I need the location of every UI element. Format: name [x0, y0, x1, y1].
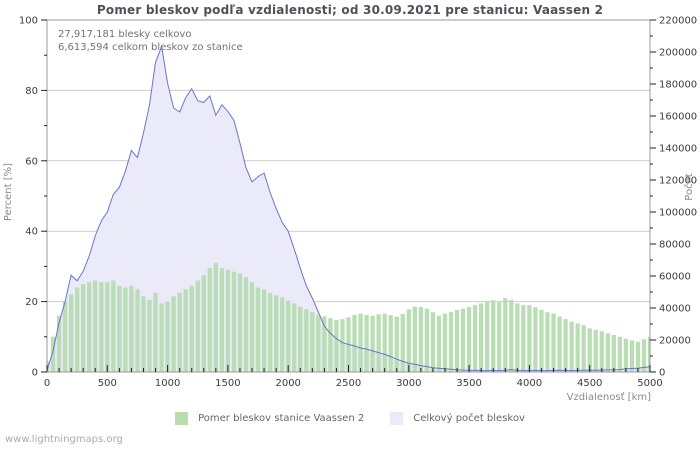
- legend-item-total: Celkový počet bleskov: [390, 411, 525, 425]
- svg-text:0: 0: [659, 368, 665, 379]
- svg-text:2000: 2000: [275, 378, 300, 389]
- svg-text:0: 0: [44, 378, 50, 389]
- legend: Pomer bleskov stanice Vaassen 2 Celkový …: [0, 409, 700, 427]
- annotation-total-strikes: 27,917,181 blesky celkovo: [58, 29, 191, 40]
- y2-axis-title: Počet: [683, 173, 695, 200]
- svg-text:220000: 220000: [659, 16, 697, 27]
- svg-text:160000: 160000: [659, 112, 697, 123]
- legend-swatch-green: [175, 411, 189, 425]
- svg-text:0: 0: [32, 368, 38, 379]
- axis-ticks: [41, 19, 656, 373]
- legend-label-station: Pomer bleskov stanice Vaassen 2: [198, 412, 365, 424]
- svg-text:2500: 2500: [336, 378, 361, 389]
- legend-item-station: Pomer bleskov stanice Vaassen 2: [175, 411, 365, 425]
- svg-text:80: 80: [25, 86, 38, 97]
- axis-tick-labels: 0 500 1000 1500 2000 2500 3000 3500 4000 4500 5000…: [19, 16, 697, 390]
- svg-text:60: 60: [25, 156, 38, 167]
- svg-text:1500: 1500: [215, 378, 240, 389]
- svg-text:3500: 3500: [456, 378, 481, 389]
- y-axis-title: Percent [%]: [3, 163, 14, 221]
- svg-text:200000: 200000: [659, 48, 697, 59]
- station-percent-bars: [47, 262, 650, 372]
- svg-text:140000: 140000: [659, 144, 697, 155]
- svg-text:1000: 1000: [155, 378, 180, 389]
- svg-text:120000: 120000: [659, 176, 697, 187]
- chart-title: Pomer bleskov podľa vzdialenosti; od 30.…: [96, 3, 604, 17]
- x-axis-title: Vzdialenosť [km]: [567, 391, 651, 403]
- svg-text:4000: 4000: [517, 378, 542, 389]
- svg-text:180000: 180000: [659, 80, 697, 91]
- legend-label-total: Celkový počet bleskov: [413, 412, 525, 424]
- svg-text:4500: 4500: [577, 378, 602, 389]
- svg-text:20000: 20000: [659, 336, 691, 347]
- svg-text:100: 100: [19, 16, 38, 27]
- svg-text:40: 40: [25, 227, 38, 238]
- svg-text:5000: 5000: [637, 378, 662, 389]
- svg-text:20: 20: [25, 297, 38, 308]
- svg-text:80000: 80000: [659, 240, 691, 251]
- svg-text:3000: 3000: [396, 378, 421, 389]
- svg-text:40000: 40000: [659, 304, 691, 315]
- watermark-url: www.lightningmaps.org: [5, 434, 123, 445]
- annotation-station-strikes: 6,613,594 celkom bleskov zo stanice: [58, 42, 243, 53]
- legend-swatch-lavender: [390, 411, 404, 425]
- svg-text:500: 500: [98, 378, 117, 389]
- total-count-line: [46, 44, 651, 372]
- svg-text:100000: 100000: [659, 208, 697, 219]
- svg-text:60000: 60000: [659, 272, 691, 283]
